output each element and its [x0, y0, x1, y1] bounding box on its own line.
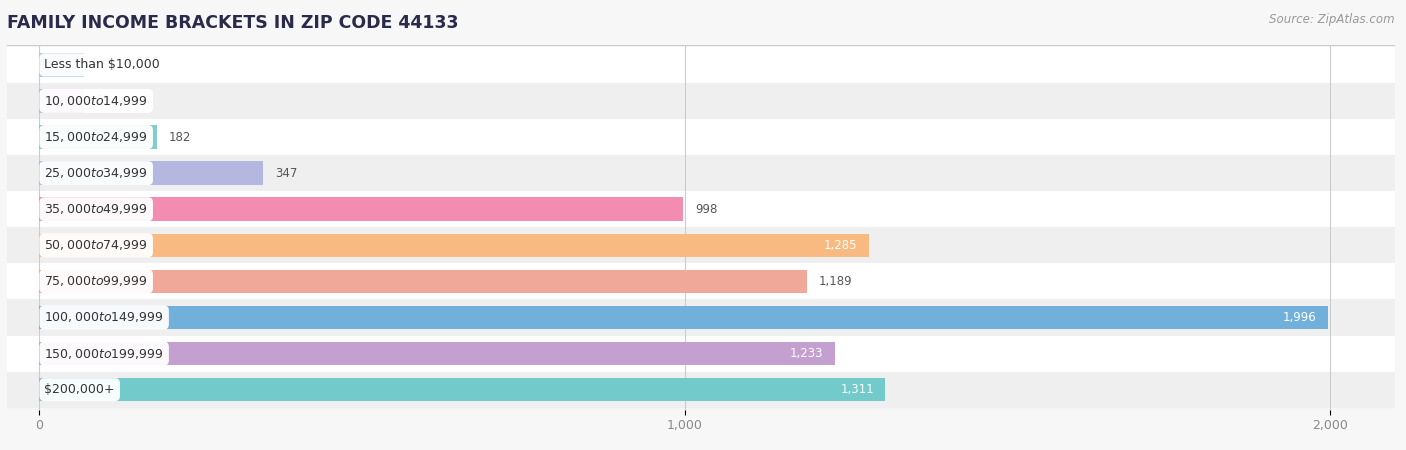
Text: $150,000 to $199,999: $150,000 to $199,999 — [45, 346, 165, 360]
Text: Source: ZipAtlas.com: Source: ZipAtlas.com — [1270, 14, 1395, 27]
Bar — [39, 198, 683, 221]
Bar — [7, 263, 1395, 299]
Bar — [39, 306, 1327, 329]
Text: $100,000 to $149,999: $100,000 to $149,999 — [45, 310, 165, 324]
Text: 69: 69 — [96, 94, 111, 108]
Text: 1,233: 1,233 — [790, 347, 824, 360]
Bar — [7, 155, 1395, 191]
Bar — [7, 83, 1395, 119]
Text: $25,000 to $34,999: $25,000 to $34,999 — [45, 166, 148, 180]
Text: $15,000 to $24,999: $15,000 to $24,999 — [45, 130, 148, 144]
Bar — [39, 89, 84, 112]
Bar — [39, 162, 263, 185]
Bar — [7, 372, 1395, 408]
Bar — [39, 270, 807, 293]
Bar — [7, 119, 1395, 155]
Bar — [7, 47, 1395, 83]
Text: 182: 182 — [169, 130, 191, 144]
Text: $35,000 to $49,999: $35,000 to $49,999 — [45, 202, 148, 216]
Text: 1,189: 1,189 — [818, 275, 852, 288]
Bar — [7, 227, 1395, 263]
Bar — [7, 336, 1395, 372]
Bar — [39, 234, 869, 257]
Text: 1,996: 1,996 — [1282, 311, 1316, 324]
Text: 998: 998 — [695, 202, 717, 216]
Text: 1,311: 1,311 — [841, 383, 875, 396]
Text: $200,000+: $200,000+ — [45, 383, 115, 396]
Text: 347: 347 — [276, 166, 297, 180]
Bar — [39, 125, 157, 149]
Text: $10,000 to $14,999: $10,000 to $14,999 — [45, 94, 148, 108]
Bar — [39, 342, 835, 365]
Bar — [39, 53, 84, 76]
Bar — [39, 378, 886, 401]
Bar — [7, 191, 1395, 227]
Text: FAMILY INCOME BRACKETS IN ZIP CODE 44133: FAMILY INCOME BRACKETS IN ZIP CODE 44133 — [7, 14, 458, 32]
Bar — [7, 299, 1395, 336]
Text: $50,000 to $74,999: $50,000 to $74,999 — [45, 238, 148, 252]
Text: 1,285: 1,285 — [824, 239, 858, 252]
Text: 69: 69 — [96, 58, 111, 72]
Text: $75,000 to $99,999: $75,000 to $99,999 — [45, 274, 148, 288]
Text: Less than $10,000: Less than $10,000 — [45, 58, 160, 72]
